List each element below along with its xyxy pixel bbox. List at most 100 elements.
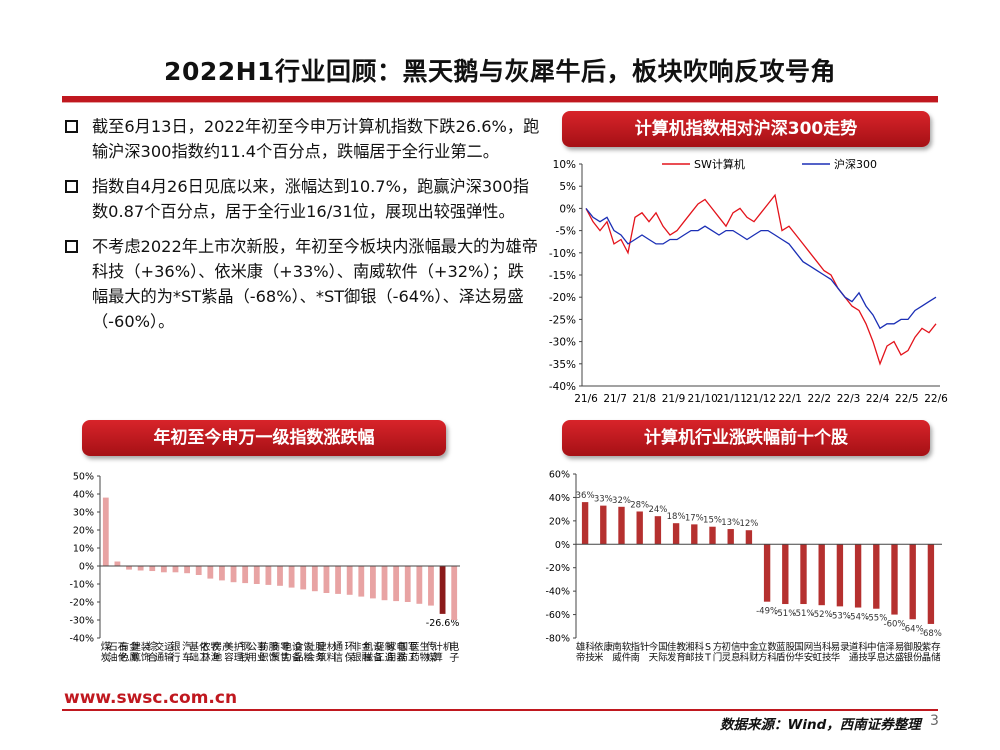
x-category-label: 建筑 bbox=[317, 641, 327, 664]
y-tick-label: -20% bbox=[545, 563, 570, 574]
bar bbox=[416, 566, 423, 604]
x-category-label: 房地 bbox=[213, 641, 223, 664]
x-category-label: 综合 bbox=[147, 640, 157, 664]
y-tick-label: -35% bbox=[549, 359, 576, 371]
x-category-label: 传媒 bbox=[426, 641, 436, 664]
x-category-label: 今天 bbox=[649, 641, 659, 664]
x-category-label: 计算 bbox=[433, 641, 443, 664]
bar bbox=[102, 497, 109, 566]
x-tick-label: 22/5 bbox=[895, 393, 919, 405]
legend-label: 沪深300 bbox=[834, 157, 877, 171]
y-tick-label: 5% bbox=[559, 181, 576, 193]
x-category-label: 建筑 bbox=[131, 641, 141, 664]
x-category-label: 煤炭 bbox=[101, 640, 111, 664]
bar-value-label: -26.6% bbox=[426, 618, 460, 629]
bar bbox=[184, 566, 190, 574]
y-tick-label: -10% bbox=[69, 580, 94, 591]
x-tick-label: 22/3 bbox=[837, 393, 861, 405]
bullet-item-1: 截至6月13日，2022年初至今申万计算机指数下跌26.6%，跑输沪深300指数… bbox=[62, 114, 540, 164]
bar bbox=[727, 529, 734, 545]
bar bbox=[114, 561, 121, 566]
bar bbox=[381, 566, 388, 601]
y-tick-label: -30% bbox=[549, 337, 576, 349]
x-category-label: 制造 bbox=[385, 641, 395, 664]
x-category-label: 电器 bbox=[396, 641, 406, 664]
x-category-label: 军工 bbox=[408, 642, 418, 664]
x-category-label: 当虹 bbox=[812, 641, 822, 664]
footer-url[interactable]: www.swsc.com.cn bbox=[64, 688, 238, 708]
bar-value-label: 33% bbox=[594, 495, 613, 505]
x-category-label: 环保 bbox=[345, 642, 355, 664]
x-category-label: 科技 bbox=[822, 641, 832, 664]
bar bbox=[581, 502, 589, 545]
bar-value-label: -49% bbox=[756, 607, 778, 617]
y-tick-label: 10% bbox=[73, 544, 94, 555]
x-category-label: 指南 bbox=[630, 641, 640, 664]
x-category-label: 医药 bbox=[410, 642, 420, 664]
x-category-label: 康 bbox=[604, 641, 614, 653]
legend-label: SW计算机 bbox=[694, 157, 745, 171]
bar bbox=[404, 566, 411, 602]
x-tick-label: 22/1 bbox=[778, 393, 802, 405]
x-category-label: 商贸 bbox=[271, 641, 281, 664]
x-category-label: 电力 bbox=[282, 641, 292, 664]
bar bbox=[230, 566, 237, 583]
bullet-text: 截至6月13日，2022年初至今申万计算机指数下跌26.6%，跑输沪深300指数… bbox=[92, 117, 540, 161]
x-category-label: 录 bbox=[840, 642, 850, 653]
bar bbox=[745, 530, 753, 545]
y-tick-label: -5% bbox=[556, 226, 576, 238]
bar bbox=[195, 566, 202, 575]
bar-value-label: -51% bbox=[774, 609, 796, 619]
x-category-label: 软件 bbox=[622, 641, 632, 664]
bar-value-label: 32% bbox=[612, 496, 631, 506]
bar bbox=[818, 544, 825, 606]
x-category-label: 南威 bbox=[612, 641, 622, 664]
x-category-label: 牧渔 bbox=[211, 641, 221, 664]
bullet-text: 不考虑2022年上市次新股，年初至今板块内涨幅最大的为雄帝科技（+36%）、依米… bbox=[92, 237, 538, 331]
line-chart-title: 计算机指数相对沪深300走势 bbox=[562, 111, 930, 147]
y-tick-label: -60% bbox=[545, 610, 570, 621]
y-tick-label: 20% bbox=[549, 516, 570, 527]
bullet-text: 指数自4月26日见底以来，涨幅达到10.7%，跑赢沪深300指数0.87个百分点… bbox=[92, 177, 529, 221]
y-tick-label: -40% bbox=[69, 634, 94, 645]
series-line-hs300 bbox=[585, 207, 937, 330]
bar-value-label: -68% bbox=[920, 629, 942, 639]
x-category-label: 材料 bbox=[327, 641, 337, 664]
bar bbox=[618, 506, 625, 545]
x-category-label: 机械 bbox=[364, 641, 374, 664]
x-category-label: 石油 bbox=[108, 642, 118, 664]
x-tick-label: 21/8 bbox=[633, 393, 657, 405]
bar bbox=[891, 544, 898, 615]
x-category-label: 针 bbox=[640, 641, 650, 653]
x-category-label: 泽达 bbox=[885, 642, 895, 664]
x-category-label: 湘邮 bbox=[685, 641, 695, 664]
bar bbox=[172, 566, 179, 573]
bar bbox=[763, 544, 771, 602]
source-note: 数据来源：Wind，西南证券整理 bbox=[720, 717, 921, 733]
bar bbox=[370, 566, 376, 599]
bar bbox=[335, 566, 341, 594]
bar-value-label: -60% bbox=[884, 620, 906, 630]
title-rule-thin bbox=[62, 102, 938, 103]
x-tick-label: 22/6 bbox=[924, 393, 948, 405]
footer-rule bbox=[62, 709, 938, 711]
bar bbox=[300, 566, 307, 590]
x-category-label: 装饰 bbox=[141, 641, 151, 664]
bar bbox=[207, 566, 214, 579]
bar bbox=[346, 566, 353, 595]
x-category-label: 纺织 bbox=[259, 641, 269, 664]
y-tick-label: 40% bbox=[549, 493, 570, 504]
y-tick-label: 50% bbox=[73, 472, 94, 483]
y-tick-label: -20% bbox=[549, 292, 576, 304]
bar bbox=[311, 566, 318, 592]
bar bbox=[439, 566, 446, 614]
x-category-label: 科技 bbox=[585, 641, 595, 664]
bullet-item-2: 指数自4月26日见底以来，涨幅达到10.7%，跑赢沪深300指数0.87个百分点… bbox=[62, 174, 540, 224]
y-tick-label: 0% bbox=[559, 203, 576, 215]
x-category-label: 易盛 bbox=[895, 642, 905, 664]
x-category-label: 依米 bbox=[594, 641, 604, 664]
y-tick-label: -40% bbox=[545, 587, 570, 598]
x-category-label: 社会 bbox=[306, 641, 316, 664]
x-category-label: 食品 bbox=[294, 641, 304, 664]
bar bbox=[636, 511, 643, 545]
